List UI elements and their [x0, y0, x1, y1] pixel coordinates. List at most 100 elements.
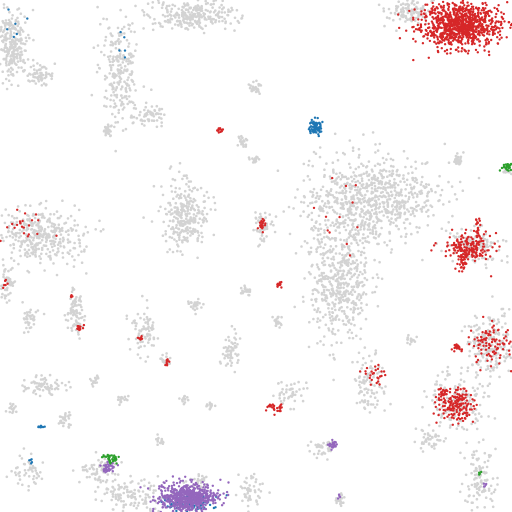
point — [388, 17, 391, 20]
point — [214, 0, 218, 2]
point — [27, 468, 30, 472]
point — [193, 186, 197, 190]
point — [446, 372, 450, 376]
point — [454, 235, 458, 239]
point — [233, 341, 237, 345]
point — [15, 57, 19, 60]
point — [387, 181, 391, 185]
point — [23, 469, 27, 472]
point — [292, 393, 295, 397]
point — [96, 478, 100, 482]
point — [70, 229, 74, 232]
point — [10, 44, 14, 47]
point — [359, 270, 362, 274]
point — [394, 182, 398, 185]
point — [391, 158, 395, 162]
point — [496, 318, 500, 321]
point — [363, 387, 367, 391]
point — [152, 115, 156, 118]
point — [340, 243, 344, 246]
point — [96, 485, 100, 489]
point — [174, 190, 177, 194]
point — [214, 19, 218, 22]
point — [319, 245, 322, 248]
point — [258, 216, 261, 219]
point — [193, 220, 197, 223]
point — [122, 102, 125, 106]
point — [181, 253, 184, 256]
point — [92, 463, 96, 467]
point — [19, 59, 22, 63]
point — [366, 235, 370, 238]
point — [477, 332, 481, 336]
point — [336, 158, 340, 162]
point — [281, 387, 284, 391]
point — [366, 403, 370, 407]
point — [78, 298, 82, 302]
point — [183, 21, 186, 24]
point — [328, 206, 331, 210]
point — [475, 491, 479, 494]
point — [268, 213, 272, 216]
point — [325, 205, 328, 209]
point — [411, 171, 414, 174]
point — [340, 173, 344, 177]
point — [378, 211, 381, 214]
point — [74, 319, 78, 322]
point — [489, 484, 493, 488]
point — [137, 346, 141, 350]
point — [64, 383, 67, 387]
point — [460, 329, 464, 333]
point — [19, 245, 23, 249]
point — [147, 329, 151, 333]
point — [66, 217, 70, 220]
point — [382, 214, 386, 217]
point — [434, 383, 437, 386]
point — [3, 269, 6, 272]
point — [127, 60, 131, 63]
point — [322, 236, 326, 239]
point — [183, 174, 187, 177]
point — [33, 220, 37, 224]
point — [364, 380, 368, 383]
point — [470, 471, 473, 475]
point — [144, 502, 148, 505]
point — [356, 263, 360, 266]
point — [122, 491, 125, 495]
point — [349, 262, 353, 266]
point — [362, 215, 365, 219]
point — [378, 194, 382, 198]
point — [306, 204, 310, 208]
point — [350, 184, 354, 188]
point — [357, 392, 361, 395]
point — [398, 215, 402, 218]
point — [4, 410, 8, 413]
point — [321, 284, 325, 288]
point — [144, 101, 148, 105]
point — [197, 234, 201, 237]
point — [195, 214, 198, 218]
point — [351, 318, 355, 321]
point — [485, 351, 488, 355]
point — [459, 451, 462, 455]
point — [43, 376, 47, 380]
point — [421, 258, 424, 262]
point — [335, 289, 339, 292]
point — [9, 244, 12, 247]
point — [2, 263, 5, 267]
point — [458, 162, 461, 166]
point — [455, 198, 459, 201]
point — [449, 424, 452, 427]
point — [83, 314, 87, 318]
point — [389, 157, 393, 161]
point — [5, 50, 9, 53]
point — [450, 185, 454, 188]
point — [11, 24, 15, 28]
point — [503, 314, 506, 318]
point — [220, 3, 223, 7]
point — [254, 478, 258, 481]
point — [351, 293, 354, 297]
point — [276, 315, 280, 319]
point — [57, 422, 61, 425]
point — [344, 261, 348, 264]
